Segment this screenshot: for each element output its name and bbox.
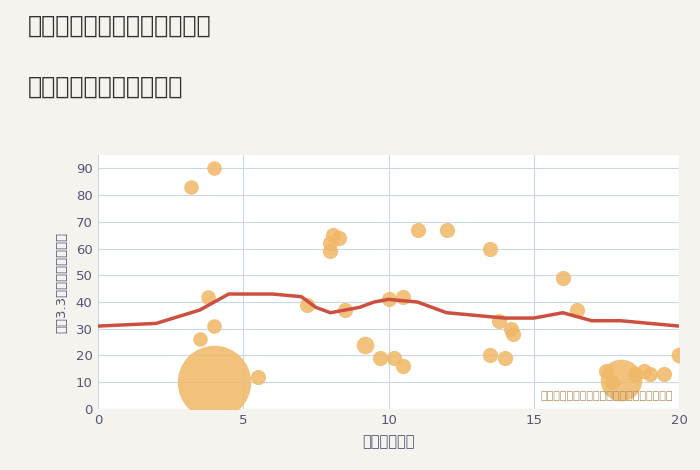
Point <box>499 354 510 362</box>
Point <box>557 274 568 282</box>
Point <box>630 370 641 378</box>
Point <box>209 164 220 172</box>
Point <box>484 245 496 252</box>
Point <box>325 240 336 247</box>
Point <box>601 368 612 375</box>
Point <box>340 306 351 314</box>
Point <box>209 322 220 330</box>
Point <box>607 378 618 386</box>
Text: 奈良県大和高田市礒野東町の: 奈良県大和高田市礒野東町の <box>28 14 211 38</box>
Point <box>374 354 386 362</box>
Point <box>412 226 423 234</box>
Point <box>398 362 409 370</box>
Point <box>209 378 220 386</box>
Point <box>194 336 205 343</box>
Point <box>383 296 394 303</box>
Point <box>638 368 650 375</box>
Point <box>186 183 197 191</box>
Text: 円の大きさは、取引のあった物件面積を示す: 円の大きさは、取引のあった物件面積を示す <box>540 392 673 401</box>
Point <box>325 248 336 255</box>
X-axis label: 駅距離（分）: 駅距離（分） <box>363 434 414 449</box>
Point <box>252 373 263 381</box>
Y-axis label: 坪（3.3㎡）単価（万円）: 坪（3.3㎡）単価（万円） <box>55 231 69 333</box>
Point <box>484 352 496 359</box>
Text: 駅距離別中古戸建て価格: 駅距離別中古戸建て価格 <box>28 75 183 99</box>
Point <box>360 341 371 349</box>
Point <box>302 301 313 308</box>
Point <box>333 234 344 242</box>
Point <box>389 354 400 362</box>
Point <box>505 325 516 332</box>
Point <box>615 376 626 383</box>
Point <box>328 232 339 239</box>
Point <box>494 317 505 324</box>
Point <box>572 306 583 314</box>
Point <box>659 370 670 378</box>
Point <box>398 293 409 300</box>
Point <box>673 352 685 359</box>
Point <box>645 370 656 378</box>
Point <box>508 330 519 338</box>
Point <box>203 293 214 300</box>
Point <box>441 226 452 234</box>
